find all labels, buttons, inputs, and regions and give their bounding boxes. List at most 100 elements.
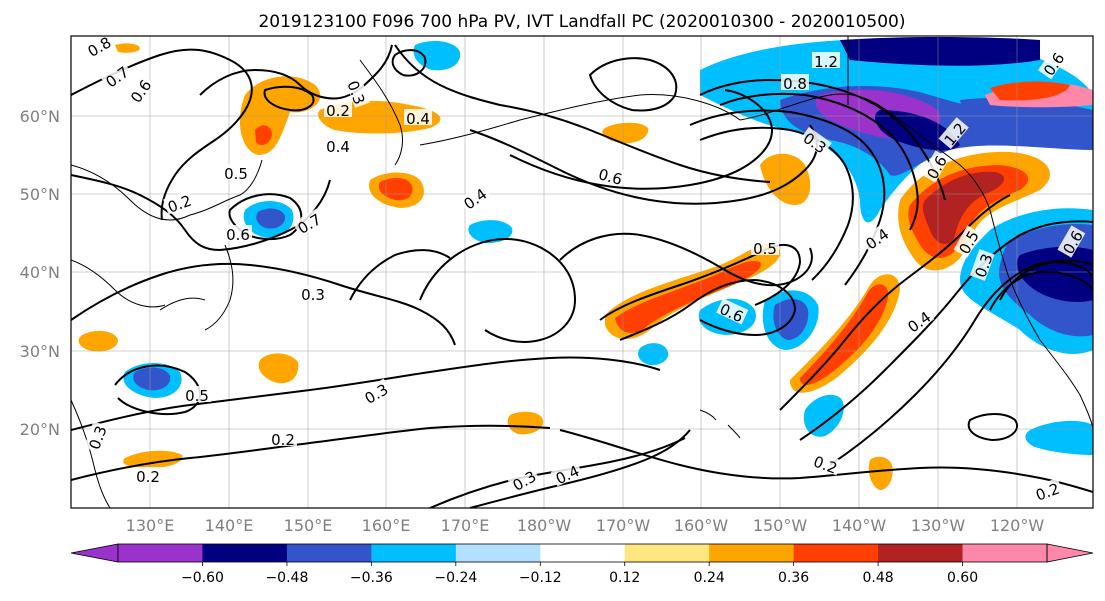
- gridlines: [71, 36, 1093, 508]
- colorbar-tick-label: −0.48: [265, 570, 308, 586]
- shade-negative-royal-2: [960, 98, 1093, 135]
- shade-negative-subtrop-4: [803, 394, 844, 437]
- contour-label-bg: [359, 378, 392, 407]
- contour-18: [799, 220, 1093, 441]
- contour-label: 0.4: [324, 137, 352, 156]
- contour-1: [71, 48, 253, 221]
- longitude-label: 170°W: [596, 516, 651, 535]
- latitude-label: 50°N: [20, 185, 60, 204]
- contour-label: 1.2: [812, 52, 840, 71]
- colorbar-tick-label: −0.12: [519, 570, 562, 586]
- contour-label-bg: [507, 465, 540, 494]
- contour-label-text: 0.4: [406, 110, 430, 128]
- latitude-label: 20°N: [20, 420, 60, 439]
- longitude-label: 130°E: [126, 516, 175, 535]
- colorbar-tick-label: 0.24: [694, 570, 725, 586]
- contour-label: 0.6: [595, 163, 627, 189]
- shade-positive-darkred: [922, 171, 1005, 245]
- contour-label-bg: [224, 225, 252, 241]
- shade-positive-west-5: [258, 353, 299, 384]
- coastline-north-america: [989, 209, 1093, 431]
- contour-label: 0.4: [550, 460, 583, 488]
- contour-25: [989, 270, 1093, 311]
- contour-label-bg: [458, 182, 491, 213]
- colorbar-tick-label: 0.36: [778, 570, 809, 586]
- longitude-label: 130°W: [911, 516, 966, 535]
- colorbar-swatch: [118, 544, 203, 562]
- longitude-labels: 130°E 140°E 150°E 160°E 170°E 180°W 170°W 160°W…: [126, 516, 1045, 535]
- colorbar-tick-label: 0.12: [609, 570, 640, 586]
- colorbar-swatch: [371, 544, 457, 562]
- contour-label-bg: [124, 74, 155, 107]
- contour-31: [228, 193, 303, 241]
- contour-3: [71, 262, 456, 346]
- contour-label-text: 0.5: [185, 387, 209, 405]
- contour-26: [419, 238, 576, 343]
- contour-label-bg: [969, 249, 995, 281]
- colorbar-swatch: [624, 544, 710, 562]
- longitude-label: 150°W: [753, 516, 808, 535]
- contour-9: [509, 89, 773, 190]
- contour-label-text: 0.2: [326, 102, 350, 120]
- coastline-japan: [159, 244, 234, 331]
- contour-label: 0.2: [269, 430, 297, 449]
- contour-label: 0.4: [404, 109, 432, 128]
- contour-27: [349, 249, 451, 301]
- longitude-label: 170°E: [441, 516, 490, 535]
- contour-17: [779, 194, 1011, 411]
- colorbar-swatch: [540, 544, 626, 562]
- shade-positive-west-1-red: [255, 125, 272, 146]
- contour-label: 0.5: [222, 164, 250, 183]
- contour-15: [619, 279, 796, 341]
- contour-label-bg: [404, 109, 432, 125]
- colorbar-swatch: [202, 544, 288, 562]
- shade-negative-west-1-royal: [256, 208, 286, 229]
- contour-label-bg: [921, 150, 950, 183]
- contour-22: [469, 429, 691, 508]
- longitude-label: 150°E: [284, 516, 333, 535]
- contour-label-bg: [222, 164, 250, 180]
- shade-negative-west-4-royal: [133, 367, 171, 391]
- contour-label-text: 0.2: [136, 468, 160, 486]
- contour-label-bg: [810, 450, 842, 476]
- colorbar-tick-label: −0.24: [434, 570, 477, 586]
- longitude-label: 180°W: [517, 516, 572, 535]
- contour-label-text: 0.6: [596, 165, 624, 189]
- shade-positive-streak-red: [800, 284, 889, 385]
- contour-label-text: 0.3: [301, 286, 325, 304]
- shade-positive-west-6: [123, 450, 183, 468]
- contour-14: [559, 232, 813, 287]
- longitude-label: 160°E: [362, 516, 411, 535]
- contour-label: 0.8: [781, 74, 809, 93]
- contour-label-bg: [716, 298, 749, 325]
- colorbar-extend-max: [1046, 543, 1094, 563]
- contour-label-bg: [292, 208, 325, 237]
- colorbar-swatch: [709, 544, 795, 562]
- contour-label-bg: [269, 430, 297, 446]
- shade-positive-tongue-red: [615, 260, 761, 333]
- colorbar-swatch: [878, 544, 964, 562]
- contour-label: 0.6: [224, 225, 252, 244]
- contour-label-bg: [299, 285, 327, 301]
- shade-negative-west-3: [468, 220, 513, 244]
- contour-label-bg: [1031, 477, 1063, 503]
- colorbar-extend-min: [70, 543, 119, 563]
- pv-contours: [71, 44, 1093, 508]
- contour-5: [71, 424, 551, 481]
- contour-label-text: 0.5: [753, 240, 777, 258]
- longitude-label: 140°W: [832, 516, 887, 535]
- contour-label-bg: [134, 467, 162, 483]
- contour-label-bg: [163, 189, 195, 215]
- contour-label-bg: [324, 137, 352, 153]
- contour-label-bg: [799, 126, 832, 157]
- shade-negative-navy: [840, 37, 1040, 66]
- contour-label-text: 0.4: [326, 138, 350, 156]
- colorbar-tick-label: −0.36: [350, 570, 393, 586]
- contour-label: 0.3: [299, 285, 327, 304]
- contour-label: 0.5: [751, 239, 779, 258]
- contour-label-bg: [82, 36, 115, 60]
- contour-11: [719, 92, 919, 231]
- contour-label-bg: [1037, 47, 1068, 80]
- longitude-label: 140°E: [205, 516, 254, 535]
